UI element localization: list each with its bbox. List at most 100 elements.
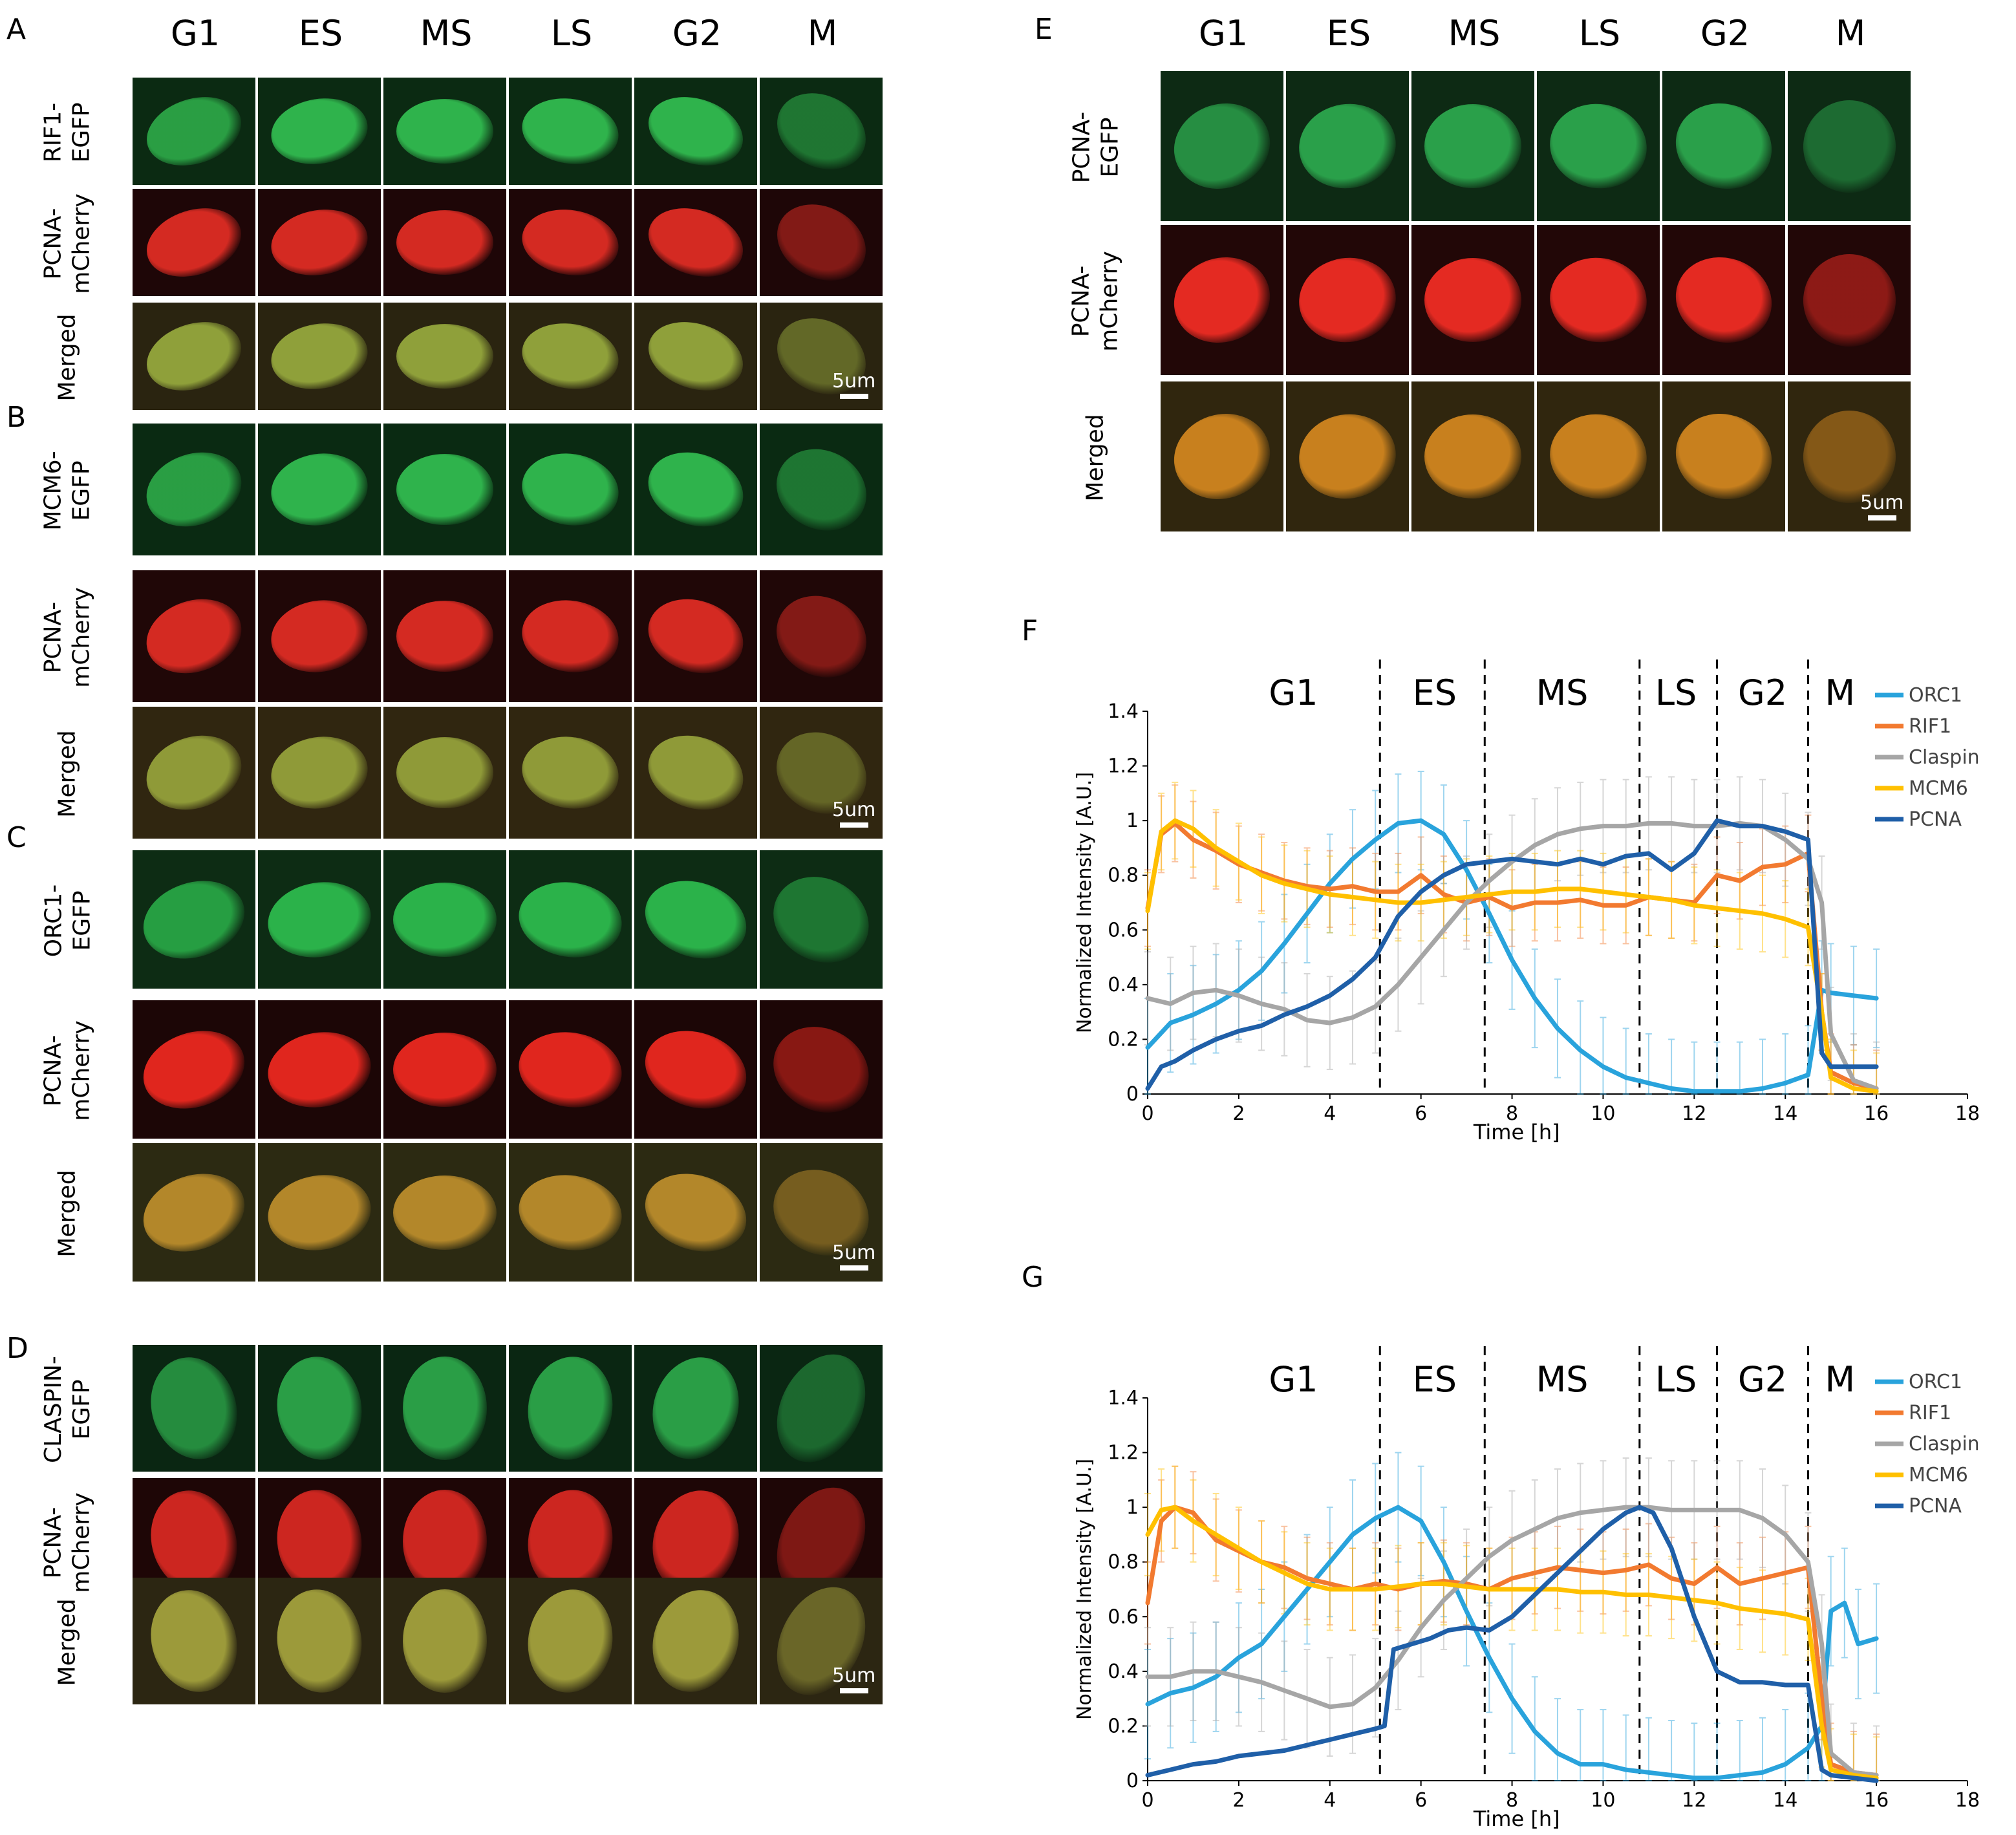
image-cell <box>509 424 632 555</box>
phase-label-m: M <box>1825 672 1855 713</box>
chart-f: F 0 0.2 0.4 0.6 0.8 1 1.2 1.4 0 2 4 6 8 10 12 14 16 18 Time… <box>1022 614 1980 1144</box>
x-tick-label: 2 <box>1232 1102 1245 1125</box>
column-header-ms: MS <box>1448 13 1501 54</box>
row-label-text: CLASPIN- EGFP <box>40 1356 95 1463</box>
nucleus <box>1788 237 1911 363</box>
image-cell <box>634 303 757 410</box>
y-tick-label: 0 <box>1126 1083 1139 1106</box>
image-cell <box>383 707 506 839</box>
image-cell <box>258 1143 381 1282</box>
image-cell <box>133 78 255 185</box>
nucleus <box>635 868 756 971</box>
x-tick-label: 12 <box>1682 1102 1706 1125</box>
x-tick-label: 18 <box>1955 1102 1980 1125</box>
image-cell <box>1662 225 1785 375</box>
nucleus <box>136 724 252 822</box>
image-cell <box>509 189 632 296</box>
image-cell <box>133 1578 255 1704</box>
nucleus <box>266 202 372 283</box>
nucleus <box>133 1018 255 1121</box>
row-label-text: PCNA- EGFP <box>1067 111 1123 184</box>
y-tick-label: 0.6 <box>1108 1605 1139 1628</box>
nucleus <box>396 99 493 164</box>
nucleus <box>138 85 250 177</box>
nucleus <box>760 1011 883 1128</box>
image-cell <box>509 1000 632 1139</box>
y-tick-label: 1.2 <box>1108 755 1139 778</box>
image-cell <box>133 1000 255 1139</box>
x-tick-label: 10 <box>1591 1789 1615 1812</box>
nucleus <box>396 324 493 389</box>
image-cell <box>760 850 883 989</box>
scale-bar-label: 5um <box>832 1664 876 1687</box>
image-cell <box>1286 225 1409 375</box>
nucleus <box>1424 104 1521 188</box>
series-line-pcna <box>1145 818 1879 1091</box>
series-line-claspin <box>1145 1505 1879 1777</box>
image-cell <box>133 1143 255 1282</box>
image-cell <box>383 1578 506 1704</box>
column-header-ls: LS <box>550 13 593 54</box>
row-label-merged: Merged <box>6 1578 129 1707</box>
nucleus <box>133 868 255 971</box>
nucleus <box>136 440 252 539</box>
image-cell <box>1411 225 1534 375</box>
image-cell <box>760 1345 883 1472</box>
nucleus <box>520 1583 620 1699</box>
image-cell <box>1537 71 1660 221</box>
x-tick-label: 8 <box>1506 1789 1518 1812</box>
x-tick-label: 16 <box>1864 1102 1889 1125</box>
x-tick-label: 6 <box>1415 1789 1427 1812</box>
nucleus <box>1664 402 1783 511</box>
image-cell <box>258 707 381 839</box>
nucleus <box>1788 83 1911 209</box>
image-cell <box>634 570 757 702</box>
image-cell <box>258 189 381 296</box>
legend-label-claspin: Claspin <box>1909 746 1980 769</box>
image-cell <box>1411 71 1534 221</box>
nucleus <box>262 874 377 965</box>
image-cell <box>760 1000 883 1139</box>
image-cell <box>258 850 381 989</box>
image-cell <box>383 424 506 555</box>
x-tick-label: 16 <box>1864 1789 1889 1812</box>
nucleus <box>638 724 753 822</box>
scale-bar: 5um <box>832 1664 875 1693</box>
image-cell <box>258 1000 381 1139</box>
nucleus <box>639 310 752 402</box>
nucleus <box>266 91 372 171</box>
nucleus <box>396 210 493 275</box>
y-tick-label: 0.2 <box>1108 1715 1139 1737</box>
row-label-text: MCM6- EGFP <box>40 451 95 531</box>
nucleus <box>1424 414 1521 499</box>
row-label-egfp: ORC1- EGFP <box>6 850 129 991</box>
nucleus <box>393 1175 497 1250</box>
nucleus <box>396 737 493 808</box>
column-header-es: ES <box>298 13 343 54</box>
nucleus <box>513 874 628 965</box>
legend-label-mcm6: MCM6 <box>1909 1464 1968 1486</box>
column-header-m: M <box>807 13 838 54</box>
y-tick-label: 1 <box>1126 810 1139 832</box>
nucleus <box>403 1589 487 1693</box>
nucleus <box>513 1167 628 1258</box>
nucleus <box>764 78 879 184</box>
nucleus <box>1543 251 1653 349</box>
x-tick-label: 0 <box>1141 1789 1153 1812</box>
y-tick-label: 1.4 <box>1108 700 1139 723</box>
y-tick-label: 0.2 <box>1108 1028 1139 1051</box>
nucleus <box>520 1350 620 1466</box>
image-cell <box>509 1578 632 1704</box>
y-tick-label: 1.2 <box>1108 1442 1139 1465</box>
nucleus <box>762 580 880 692</box>
chart-g: G 0 0.2 0.4 0.6 0.8 1 1.2 1.4 0 2 4 6 8 10 12 14 16 18 Time… <box>1022 1261 1980 1831</box>
image-cell <box>634 1345 757 1472</box>
image-cell <box>634 424 757 555</box>
phase-label-ms: MS <box>1536 672 1589 713</box>
scale-bar-label: 5um <box>832 370 876 392</box>
nucleus <box>403 1490 487 1593</box>
image-cell <box>634 707 757 839</box>
y-tick-label: 0.4 <box>1108 974 1139 996</box>
image-cell <box>383 189 506 296</box>
image-cell <box>509 78 632 185</box>
